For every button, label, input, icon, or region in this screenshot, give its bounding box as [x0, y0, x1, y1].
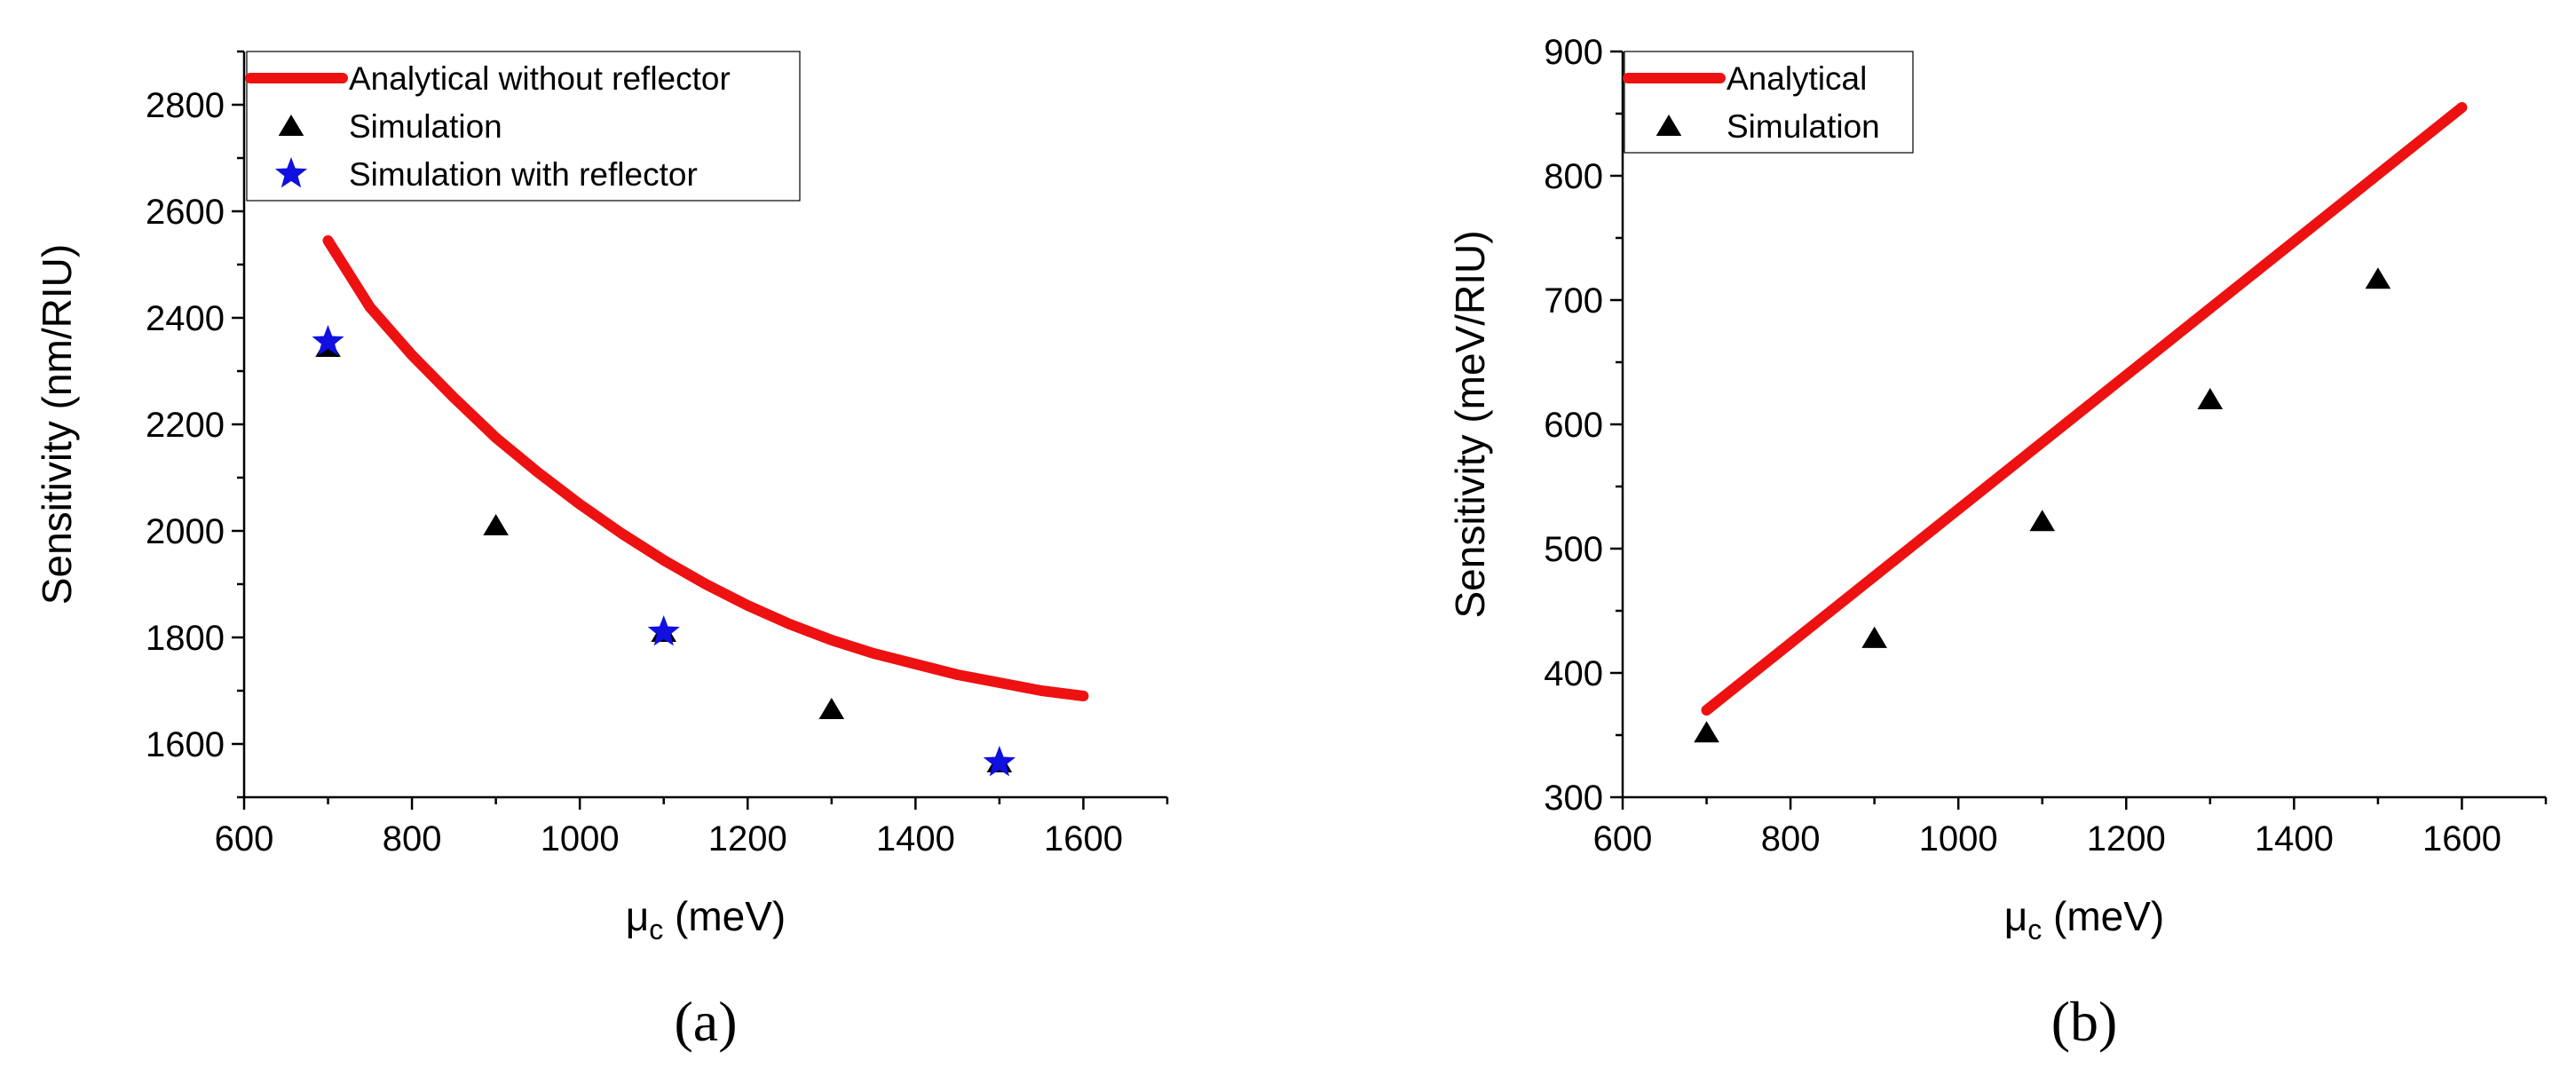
y-tick-label: 500 — [1544, 530, 1603, 569]
x-tick-label: 1400 — [876, 819, 955, 858]
star-marker — [312, 325, 344, 356]
legend-label: Simulation with reflector — [349, 156, 698, 193]
y-tick-label: 300 — [1544, 779, 1603, 818]
legend: Analytical Simulation — [1623, 51, 1914, 154]
triangle-marker — [2365, 267, 2391, 289]
triangle-marker — [2029, 510, 2056, 532]
y-tick-label: 900 — [1544, 33, 1603, 72]
y-tick-label: 2400 — [146, 299, 225, 338]
y-tick-label: 1800 — [146, 619, 225, 658]
y-tick-label: 800 — [1544, 157, 1603, 196]
x-tick-label: 600 — [1593, 819, 1653, 858]
legend-label: Simulation — [349, 108, 502, 145]
star-marker — [647, 615, 680, 646]
y-axis-title: Sensitivity (meV/RIU) — [1447, 230, 1493, 618]
x-tick-label: 1600 — [1044, 819, 1123, 858]
legend-triangle-swatch — [278, 115, 304, 137]
y-tick-label: 2000 — [146, 512, 225, 551]
series-line-0 — [322, 235, 1089, 701]
x-tick-label: 800 — [1761, 819, 1821, 858]
panel-label: (a) — [674, 990, 737, 1053]
triangle-marker — [818, 698, 845, 720]
legend: Analytical without reflector Simulation Si… — [245, 51, 801, 202]
x-tick-label: 1000 — [1919, 819, 1998, 858]
x-tick-label: 600 — [215, 819, 274, 858]
y-axis-title: Sensitivity (nm/RIU) — [34, 244, 80, 605]
chart-panel-b: 600 800 1000 1200 1400 1600 300 400 500 600 700 800… — [1447, 33, 2548, 1053]
series-line — [1701, 102, 2468, 716]
legend-label: Analytical — [1727, 60, 1867, 97]
series-line — [322, 235, 1089, 701]
legend-label: Analytical without reflector — [349, 60, 731, 97]
chart-panel-a: 600 800 1000 1200 1400 1600 1600 1800 2000 2200 24… — [34, 50, 1169, 1053]
panel-label: (b) — [2051, 990, 2118, 1053]
y-tick-label: 400 — [1544, 654, 1603, 693]
legend-box — [246, 51, 801, 202]
legend-star-swatch — [274, 157, 308, 188]
x-tick-label: 1000 — [541, 819, 620, 858]
legend-triangle-swatch — [1655, 115, 1682, 137]
series-line-0 — [1701, 102, 2468, 716]
triangle-marker — [2197, 388, 2224, 410]
triangle-marker — [483, 514, 509, 536]
x-tick-label: 1200 — [708, 819, 787, 858]
y-tick-label: 600 — [1544, 406, 1603, 445]
series-marker-2 — [312, 325, 1015, 777]
x-tick-label: 1600 — [2422, 819, 2501, 858]
y-tick-label: 2600 — [146, 193, 225, 232]
y-tick-label: 2200 — [146, 406, 225, 445]
x-axis-title: μc (meV) — [2004, 893, 2165, 945]
y-tick-label: 700 — [1544, 281, 1603, 320]
x-tick-label: 1200 — [2087, 819, 2166, 858]
x-axis-title: μc (meV) — [626, 893, 786, 945]
triangle-marker — [1694, 721, 1719, 743]
y-tick-label: 1600 — [146, 725, 225, 764]
x-tick-label: 800 — [383, 819, 442, 858]
triangle-marker — [1861, 626, 1887, 648]
star-marker — [983, 746, 1015, 777]
y-tick-label: 2800 — [146, 86, 225, 125]
series-marker-1 — [1694, 267, 2391, 743]
x-tick-label: 1400 — [2255, 819, 2334, 858]
legend-label: Simulation — [1727, 108, 1880, 145]
